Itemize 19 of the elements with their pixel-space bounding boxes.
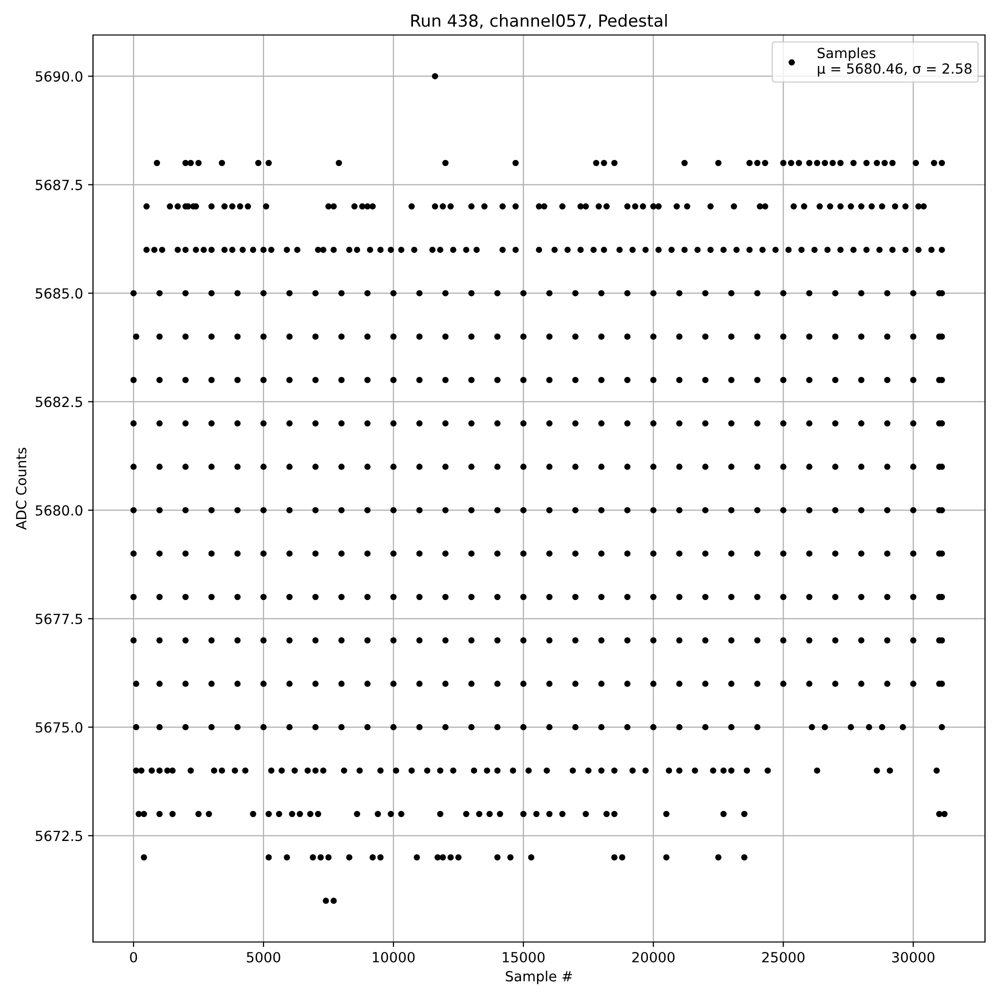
x-axis-title: Sample #: [506, 970, 572, 984]
y-tick-label: 5685.0: [36, 288, 82, 299]
y-tick-label: 5687.5: [36, 180, 82, 190]
x-tick-label: 15000: [502, 952, 545, 962]
x-tick-label: 20000: [632, 952, 675, 962]
y-tick-label: 5680.0: [36, 505, 82, 516]
y-tick-label: 5682.5: [36, 396, 82, 408]
x-tick-label: 30000: [892, 952, 934, 962]
x-tick-label: 5000: [246, 952, 280, 962]
y-tick-label: 5677.5: [36, 614, 82, 624]
x-tick-label: 10000: [372, 952, 415, 962]
y-tick-label: 5690.0: [36, 71, 82, 82]
y-tick-label: 5675.0: [36, 722, 82, 733]
legend-label: Samples μ = 5680.46, σ = 2.58: [818, 48, 972, 76]
x-tick-label: 25000: [762, 952, 804, 962]
y-tick-label: 5672.5: [36, 830, 82, 842]
y-axis-title: ADC Counts: [16, 448, 26, 530]
chart-title: Run 438, channel057, Pedestal: [411, 14, 667, 29]
x-tick-label: 0: [130, 952, 138, 962]
